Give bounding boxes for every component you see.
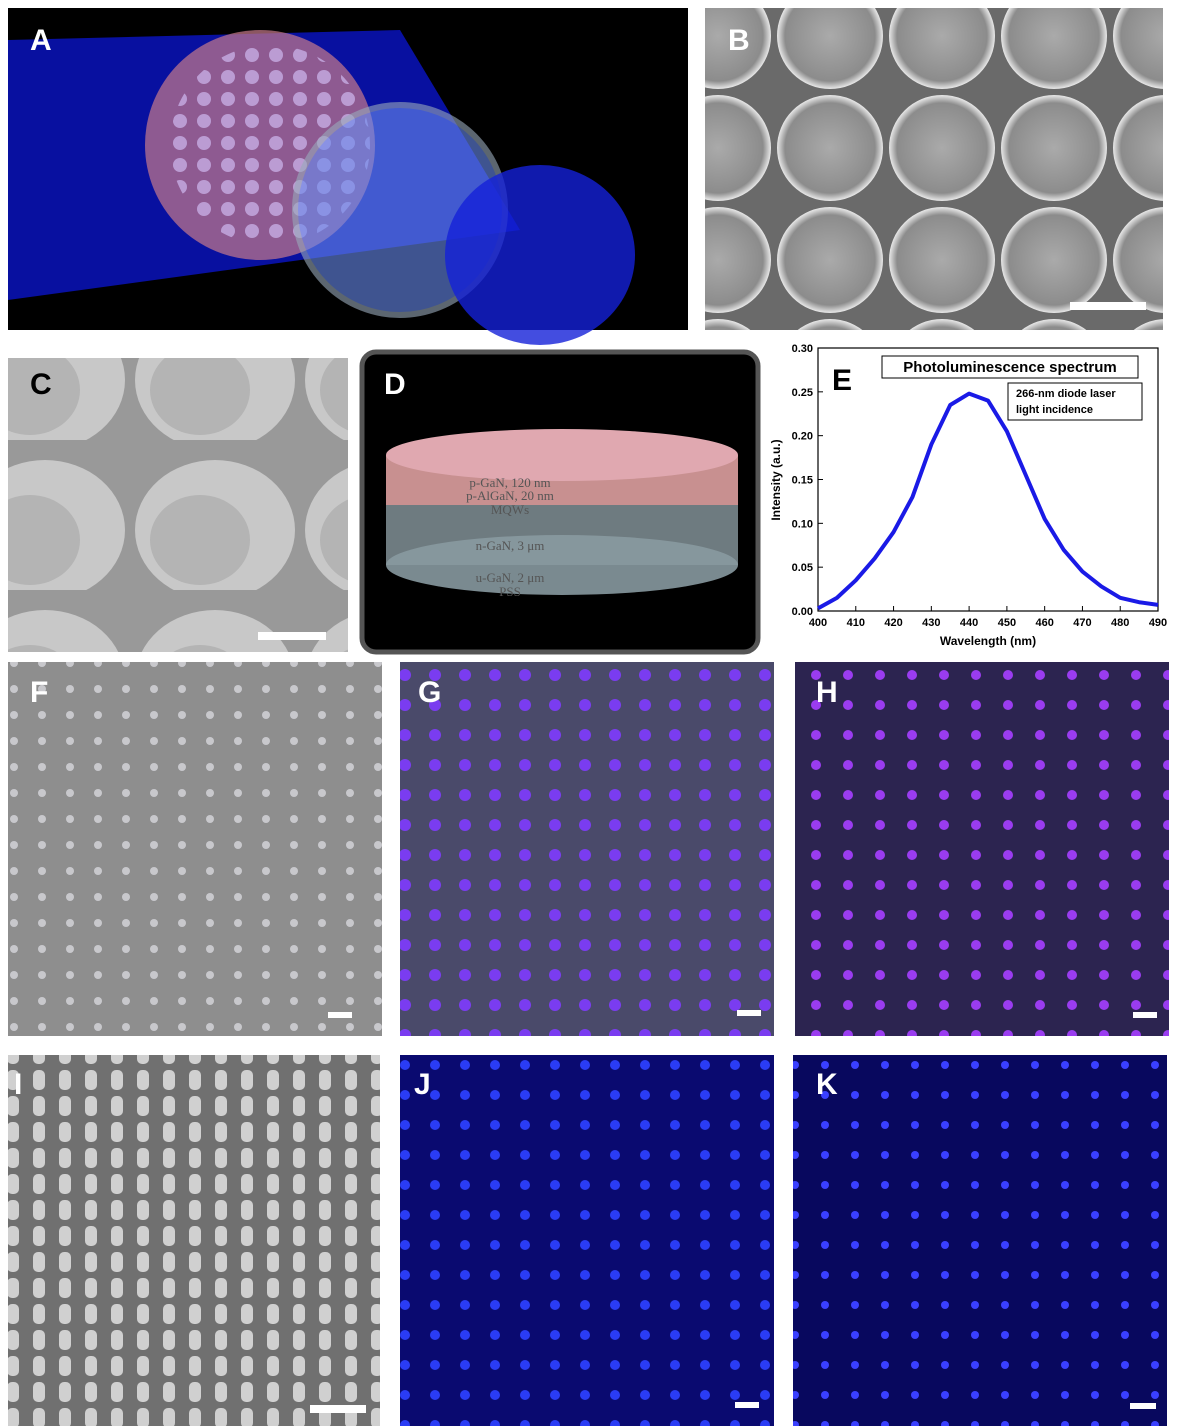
scale-bar xyxy=(1070,302,1146,310)
y-axis-label: Intensity (a.u.) xyxy=(769,439,783,520)
optical-image xyxy=(8,662,382,1036)
y-tick-label: 0.10 xyxy=(792,518,813,530)
layer-label: MQWs xyxy=(491,502,529,517)
x-tick-label: 420 xyxy=(884,617,902,629)
y-tick-label: 0.15 xyxy=(792,475,813,487)
x-axis-label: Wavelength (nm) xyxy=(940,634,1036,648)
panel-label: G xyxy=(418,676,441,709)
scale-bar xyxy=(328,1012,352,1018)
scale-bar xyxy=(258,632,326,640)
emission-image xyxy=(793,1055,1167,1426)
x-tick-label: 410 xyxy=(847,617,865,629)
x-tick-label: 400 xyxy=(809,617,827,629)
panel-label: D xyxy=(384,368,406,401)
annotation: 266-nm diode laser xyxy=(1016,388,1116,400)
panel-label: F xyxy=(30,676,48,709)
top-surface xyxy=(386,429,738,481)
scale-bar xyxy=(1130,1403,1156,1409)
y-tick-label: 0.00 xyxy=(792,606,813,618)
layer-label: p-AlGaN, 20 nm xyxy=(466,488,554,503)
scale-bar xyxy=(310,1405,366,1413)
x-tick-label: 450 xyxy=(998,617,1016,629)
x-tick-label: 490 xyxy=(1149,617,1167,629)
x-tick-label: 470 xyxy=(1073,617,1091,629)
layer-label: PSS xyxy=(499,584,521,599)
sem-image xyxy=(705,8,1163,330)
panel-label: K xyxy=(816,1068,838,1101)
y-tick-label: 0.20 xyxy=(792,431,813,443)
y-tick-label: 0.25 xyxy=(792,387,813,399)
panel-a xyxy=(8,8,688,345)
emission-image xyxy=(400,662,774,1036)
y-tick-label: 0.30 xyxy=(792,343,813,355)
panel-label: B xyxy=(728,24,750,57)
panel-label: I xyxy=(14,1068,22,1101)
chart-title: Photoluminescence spectrum xyxy=(903,359,1116,376)
scale-bar xyxy=(1133,1012,1157,1018)
chart: Photoluminescence spectrum 266-nm diode … xyxy=(769,343,1167,648)
panel-label: H xyxy=(816,676,838,709)
light-spot xyxy=(445,165,635,345)
emission-image xyxy=(400,1055,774,1426)
spectrum-line xyxy=(818,394,1158,609)
panel-d: p-GaN, 120 nm p-AlGaN, 20 nm MQWs n-GaN,… xyxy=(362,352,758,652)
x-tick-label: 480 xyxy=(1111,617,1129,629)
sem-image xyxy=(8,1055,380,1426)
y-tick-label: 0.05 xyxy=(792,562,813,574)
layer-label: u-GaN, 2 μm xyxy=(476,570,545,585)
x-tick-label: 460 xyxy=(1035,617,1053,629)
annotation: light incidence xyxy=(1016,404,1093,416)
panel-label: C xyxy=(30,368,52,401)
panel-label: E xyxy=(832,364,852,397)
x-tick-label: 430 xyxy=(922,617,940,629)
scale-bar xyxy=(737,1010,761,1016)
sem-image xyxy=(8,358,348,652)
emission-image xyxy=(795,662,1169,1036)
panel-label: A xyxy=(30,24,52,57)
layer-label: n-GaN, 3 μm xyxy=(476,538,545,553)
panel-label: J xyxy=(414,1068,431,1101)
x-tick-label: 440 xyxy=(960,617,978,629)
scale-bar xyxy=(735,1402,759,1408)
figure: p-GaN, 120 nm p-AlGaN, 20 nm MQWs n-GaN,… xyxy=(0,0,1182,1426)
